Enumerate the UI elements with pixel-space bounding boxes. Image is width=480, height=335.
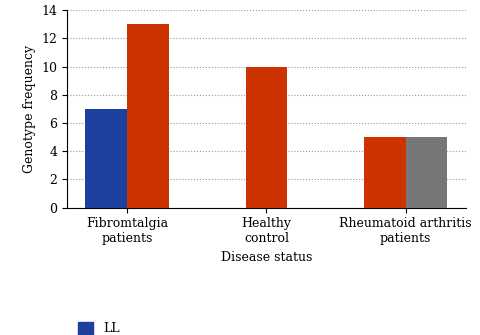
Legend: LL, HL, HH: LL, HL, HH — [73, 317, 131, 335]
Bar — [406, 137, 447, 208]
Y-axis label: Genotype frequency: Genotype frequency — [23, 45, 36, 173]
X-axis label: Disease status: Disease status — [221, 251, 312, 264]
Bar — [127, 24, 169, 208]
Bar — [85, 109, 127, 208]
Bar — [364, 137, 406, 208]
Bar — [245, 67, 288, 208]
